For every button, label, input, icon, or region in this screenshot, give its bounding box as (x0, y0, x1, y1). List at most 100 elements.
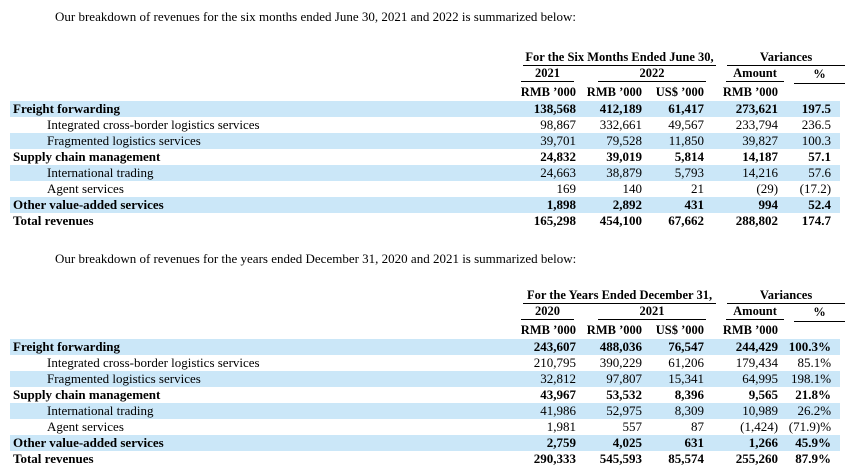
row-end-spacer (833, 387, 840, 403)
row-label: International trading (10, 403, 505, 419)
cell-value: 138,568 (505, 101, 578, 117)
table-row: Agent services 1,981 557 87 (1,424) (71.9)% (10, 419, 840, 435)
cell-value: 1,981 (546, 419, 576, 434)
cell-value: 233,794 (735, 117, 779, 132)
row-end-spacer (833, 435, 841, 451)
cell-value: 631 (644, 435, 707, 451)
unit-header-rmb-3: RMB ’000 (722, 85, 779, 99)
table-row: Supply chain management 24,832 39,019 5,814… (10, 149, 840, 165)
table-body: Freight forwarding 138,568 412,189 61,417 27… (10, 101, 841, 229)
table-row: International trading 24,663 38,879 5,793 14… (10, 165, 841, 181)
cell-value: 39,701 (505, 133, 578, 149)
cell-value: 87.9% (795, 451, 832, 466)
row-end-spacer (833, 355, 840, 371)
cell-value: 8,309 (644, 403, 707, 419)
cell-value: 1,898 (505, 197, 578, 213)
cell-value: 76,547 (644, 339, 707, 355)
cell-value: 53,532 (606, 387, 642, 402)
period-group-label: For the Years Ended December 31, (523, 289, 717, 304)
cell-value: 21 (691, 181, 705, 196)
cell-value: 100.3% (780, 339, 834, 355)
header-spacer (833, 51, 840, 67)
table-row: Total revenues 165,298 454,100 67,662 288,80… (10, 213, 840, 229)
col-header-year-2: 2022 (578, 67, 707, 83)
row-end-spacer (833, 371, 841, 387)
cell-value: 49,567 (668, 117, 705, 132)
cell-value: 11,850 (644, 133, 707, 149)
header-spacer (833, 289, 840, 305)
cell-value: 21.8% (795, 387, 832, 402)
unit-header-rmb-2: RMB ’000 (586, 85, 642, 99)
intro-paragraph-years: Our breakdown of revenues for the years … (55, 251, 577, 266)
cell-value: 52,975 (578, 403, 644, 419)
row-label: Freight forwarding (10, 339, 505, 355)
unit-header-usd: US$ ’000 (655, 323, 705, 337)
row-label: Integrated cross-border logistics servic… (47, 355, 260, 370)
cell-value: 8,396 (674, 387, 705, 402)
unit-header-rmb-3: RMB ’000 (722, 323, 779, 337)
table-row: Freight forwarding 138,568 412,189 61,417 27… (10, 101, 841, 117)
cell-value: (17.2) (799, 181, 832, 196)
variances-group-label: Variances (727, 51, 846, 66)
header-group-row: For the Six Months Ended June 30, Varian… (10, 51, 846, 67)
header-spacer (10, 321, 505, 339)
header-spacer (10, 289, 505, 305)
period-group-header: For the Years Ended December 31, (505, 289, 717, 305)
table-row: International trading 41,986 52,975 8,309 10… (10, 403, 841, 419)
table-row: Integrated cross-border logistics servic… (10, 117, 840, 133)
cell-value: 9,565 (748, 387, 779, 402)
cell-value: 390,229 (599, 355, 642, 370)
revenue-table-years: For the Years Ended December 31, Varianc… (10, 289, 846, 467)
cell-value: 210,795 (533, 355, 576, 370)
cell-value: 39,827 (706, 133, 781, 149)
row-label: Supply chain management (13, 387, 161, 402)
table-row: Agent services 169 140 21 (29) (17.2) (10, 181, 840, 197)
cell-value: 85.1% (797, 355, 832, 370)
cell-value: 2,892 (578, 197, 644, 213)
row-label: Agent services (47, 181, 124, 196)
row-label: Other value-added services (10, 197, 505, 213)
cell-value: 5,793 (644, 165, 707, 181)
table-header: For the Six Months Ended June 30, Varian… (10, 51, 846, 101)
row-label: Total revenues (13, 451, 94, 466)
row-label: Integrated cross-border logistics servic… (47, 117, 260, 132)
col-header-amount: Amount (706, 67, 785, 83)
cell-value: 2,759 (505, 435, 578, 451)
cell-value: 52.4 (780, 197, 834, 213)
row-end-spacer (833, 451, 840, 467)
variances-group-header: Variances (706, 289, 846, 305)
table-row: Other value-added services 1,898 2,892 431 9… (10, 197, 841, 213)
row-label: International trading (10, 165, 505, 181)
intro-paragraph-six-months: Our breakdown of revenues for the six mo… (55, 9, 576, 24)
cell-value: 67,662 (668, 213, 705, 228)
col-header-amount: Amount (706, 305, 785, 321)
cell-value: 26.2% (780, 403, 834, 419)
cell-value: 243,607 (505, 339, 578, 355)
header-spacer (833, 305, 840, 339)
row-label: Other value-added services (10, 435, 505, 451)
row-end-spacer (833, 403, 841, 419)
cell-value: 43,967 (540, 387, 576, 402)
row-end-spacer (833, 419, 840, 435)
cell-value: 431 (644, 197, 707, 213)
row-end-spacer (833, 133, 841, 149)
cell-value: 57.6 (780, 165, 834, 181)
table-row: Supply chain management 43,967 53,532 8,396… (10, 387, 840, 403)
cell-value: 5,814 (674, 149, 705, 164)
header-spacer (10, 67, 505, 83)
header-unit-row: RMB ’000 RMB ’000 US$ ’000 RMB ’000 (10, 321, 840, 339)
unit-header-rmb-1: RMB ’000 (520, 85, 576, 99)
cell-value: 39,019 (606, 149, 642, 164)
unit-header-usd: US$ ’000 (655, 85, 705, 99)
cell-value: 165,298 (533, 213, 576, 228)
cell-value: 1,266 (706, 435, 781, 451)
cell-value: 4,025 (578, 435, 644, 451)
cell-value: 24,663 (505, 165, 578, 181)
row-label: Supply chain management (13, 149, 161, 164)
table-row: Other value-added services 2,759 4,025 631 1… (10, 435, 841, 451)
cell-value: 79,528 (578, 133, 644, 149)
cell-value: 87 (691, 419, 705, 434)
cell-value: 24,832 (540, 149, 576, 164)
unit-header-rmb-2: RMB ’000 (586, 323, 642, 337)
